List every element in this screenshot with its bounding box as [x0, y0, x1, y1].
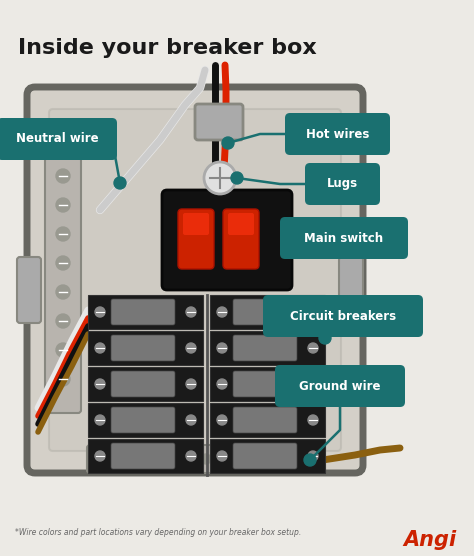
FancyBboxPatch shape — [49, 109, 341, 451]
FancyBboxPatch shape — [195, 104, 243, 140]
Circle shape — [95, 451, 105, 461]
Circle shape — [149, 454, 159, 464]
Circle shape — [308, 343, 318, 353]
Circle shape — [56, 227, 70, 241]
Circle shape — [56, 372, 70, 386]
FancyBboxPatch shape — [233, 335, 297, 361]
FancyBboxPatch shape — [0, 118, 117, 160]
FancyBboxPatch shape — [88, 367, 203, 401]
Circle shape — [222, 137, 234, 149]
Circle shape — [123, 454, 133, 464]
Circle shape — [304, 454, 316, 466]
FancyBboxPatch shape — [45, 157, 81, 413]
FancyBboxPatch shape — [111, 443, 175, 469]
FancyBboxPatch shape — [210, 367, 325, 401]
Text: Inside your breaker box: Inside your breaker box — [18, 38, 317, 58]
Circle shape — [95, 343, 105, 353]
Circle shape — [95, 307, 105, 317]
Circle shape — [186, 451, 196, 461]
FancyBboxPatch shape — [210, 403, 325, 437]
FancyBboxPatch shape — [233, 407, 297, 433]
FancyBboxPatch shape — [233, 299, 297, 325]
Circle shape — [204, 162, 236, 194]
Circle shape — [308, 415, 318, 425]
FancyBboxPatch shape — [263, 295, 423, 337]
Circle shape — [97, 454, 107, 464]
FancyBboxPatch shape — [183, 213, 209, 235]
Circle shape — [56, 169, 70, 183]
FancyBboxPatch shape — [210, 439, 325, 473]
FancyBboxPatch shape — [339, 257, 363, 323]
FancyBboxPatch shape — [111, 335, 175, 361]
Circle shape — [319, 332, 331, 344]
Text: Ground wire: Ground wire — [299, 380, 381, 393]
Circle shape — [186, 415, 196, 425]
Circle shape — [308, 379, 318, 389]
Text: Neutral wire: Neutral wire — [16, 132, 98, 146]
Circle shape — [56, 343, 70, 357]
FancyBboxPatch shape — [88, 295, 203, 329]
Circle shape — [56, 314, 70, 328]
Circle shape — [217, 415, 227, 425]
FancyBboxPatch shape — [210, 331, 325, 365]
Circle shape — [186, 307, 196, 317]
Circle shape — [253, 454, 263, 464]
FancyBboxPatch shape — [233, 371, 297, 397]
Circle shape — [186, 343, 196, 353]
FancyBboxPatch shape — [162, 190, 292, 290]
Circle shape — [227, 454, 237, 464]
Text: Angi: Angi — [403, 530, 456, 550]
FancyBboxPatch shape — [285, 113, 390, 155]
Circle shape — [95, 379, 105, 389]
Circle shape — [95, 415, 105, 425]
Circle shape — [114, 177, 126, 189]
Text: Circuit breakers: Circuit breakers — [290, 310, 396, 322]
Circle shape — [56, 285, 70, 299]
Circle shape — [308, 451, 318, 461]
Circle shape — [201, 454, 211, 464]
Circle shape — [56, 256, 70, 270]
Circle shape — [217, 307, 227, 317]
FancyBboxPatch shape — [88, 331, 203, 365]
Circle shape — [217, 451, 227, 461]
FancyBboxPatch shape — [178, 209, 214, 269]
Circle shape — [56, 198, 70, 212]
FancyBboxPatch shape — [27, 87, 363, 473]
FancyBboxPatch shape — [228, 213, 254, 235]
FancyBboxPatch shape — [17, 257, 41, 323]
FancyBboxPatch shape — [111, 371, 175, 397]
Circle shape — [186, 379, 196, 389]
FancyBboxPatch shape — [111, 299, 175, 325]
FancyBboxPatch shape — [88, 403, 203, 437]
FancyBboxPatch shape — [223, 209, 259, 269]
Circle shape — [308, 307, 318, 317]
FancyBboxPatch shape — [275, 365, 405, 407]
Text: *Wire colors and part locations vary depending on your breaker box setup.: *Wire colors and part locations vary dep… — [15, 528, 301, 537]
FancyBboxPatch shape — [233, 443, 297, 469]
FancyBboxPatch shape — [88, 439, 203, 473]
FancyBboxPatch shape — [305, 163, 380, 205]
FancyBboxPatch shape — [210, 295, 325, 329]
FancyBboxPatch shape — [87, 445, 303, 473]
Text: Hot wires: Hot wires — [306, 127, 369, 141]
Circle shape — [231, 172, 243, 184]
Circle shape — [281, 242, 293, 254]
Circle shape — [217, 379, 227, 389]
Circle shape — [175, 454, 185, 464]
FancyBboxPatch shape — [280, 217, 408, 259]
FancyBboxPatch shape — [111, 407, 175, 433]
Text: Lugs: Lugs — [327, 177, 358, 191]
Circle shape — [279, 454, 289, 464]
Text: Main switch: Main switch — [304, 231, 383, 245]
Circle shape — [217, 343, 227, 353]
